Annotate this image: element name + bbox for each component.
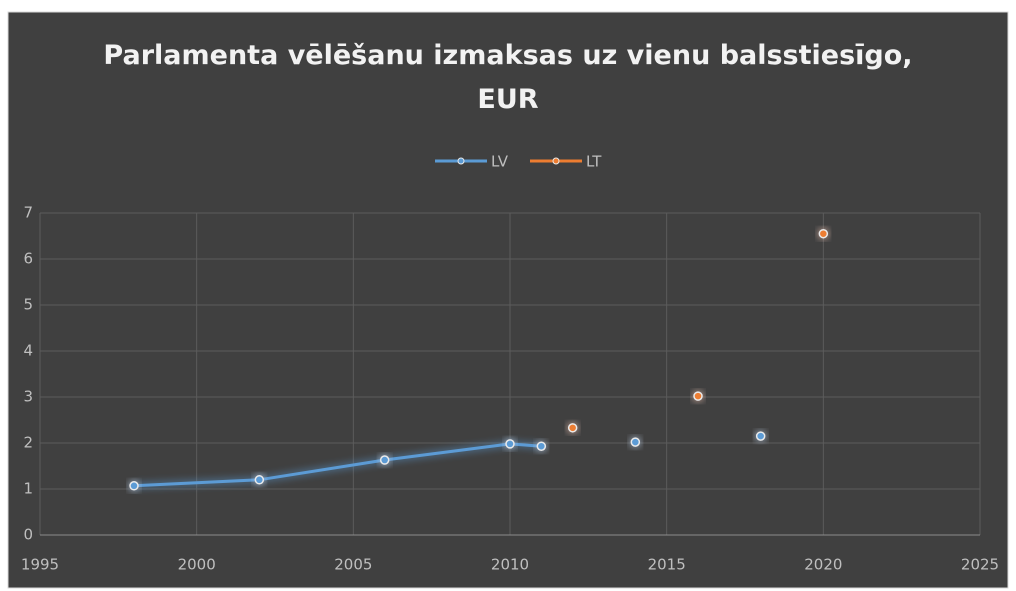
x-tick-label: 1995 [21, 556, 59, 574]
x-tick-label: 2020 [804, 556, 842, 574]
marker [818, 228, 829, 239]
legend-marker [457, 157, 465, 165]
chart-background [7, 11, 1009, 589]
x-tick-label: 2000 [178, 556, 216, 574]
x-tick-label: 2025 [961, 556, 999, 574]
y-tick-label: 5 [23, 296, 33, 314]
marker [755, 431, 766, 441]
x-tick-label: 2010 [491, 556, 529, 574]
y-tick-label: 7 [23, 204, 33, 222]
legend-label: LT [586, 153, 602, 171]
y-tick-label: 4 [23, 342, 33, 360]
marker [505, 439, 515, 449]
x-tick-label: 2005 [334, 556, 372, 574]
marker [567, 423, 578, 433]
y-tick-label: 2 [23, 434, 33, 452]
y-tick-label: 1 [23, 480, 33, 498]
legend-label: LV [491, 153, 509, 171]
marker [630, 437, 641, 447]
legend-marker [552, 157, 560, 165]
marker [379, 455, 390, 465]
y-tick-label: 3 [23, 388, 33, 406]
marker [536, 441, 547, 451]
marker [129, 481, 139, 491]
y-tick-label: 0 [23, 526, 33, 544]
marker [693, 391, 703, 401]
marker [254, 475, 265, 485]
y-tick-label: 6 [23, 250, 33, 268]
chart-title: Parlamenta vēlēšanu izmaksas uz vienu ba… [103, 40, 913, 115]
x-tick-label: 2015 [648, 556, 686, 574]
